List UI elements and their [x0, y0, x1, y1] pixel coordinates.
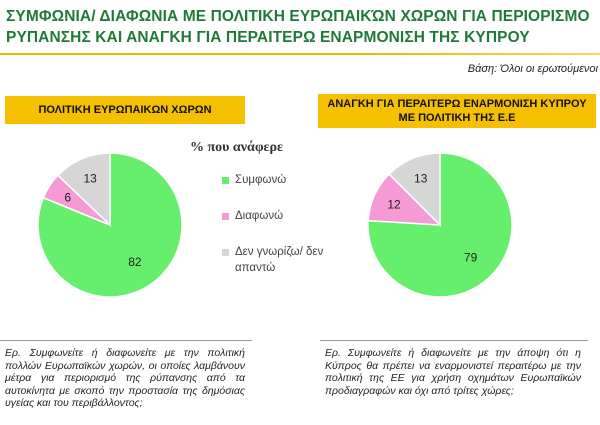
- pie-left-slice-dont-know: [56, 152, 111, 227]
- legend-label-agree: Συμφωνώ: [235, 174, 287, 186]
- question-divider-left: [0, 340, 252, 341]
- pie-right-label-dont-know: 13: [414, 171, 428, 185]
- legend-label-dont-know: Δεν γνωρίζω/ δεν απαντώ: [235, 246, 324, 274]
- legend: % που ανάφερε Συμφωνώ Διαφωνώ Δεν γνωρίζ…: [188, 140, 328, 296]
- pie-left-label-agree: 82: [128, 255, 142, 269]
- question-text-left: Ερ. Συμφωνείτε ή διαφωνείτε με την πολιτ…: [5, 347, 245, 409]
- chart-title-right: ΑΝΑΓΚΗ ΓΙΑ ΠΕΡΑΙΤΕΡΩ ΕΝΑΡΜΟΝΙΣΗ ΚΥΠΡΟΥ Μ…: [318, 94, 596, 128]
- legend-item-disagree: Διαφωνώ: [188, 208, 328, 224]
- pie-chart-right: 79 12 13: [367, 152, 513, 298]
- legend-swatch-agree: [222, 177, 229, 184]
- pie-right-slice-dont-know: [388, 152, 441, 227]
- chart-title-left: ΠΟΛΙΤΙΚΗ ΕΥΡΩΠΑΙΚΩΝ ΧΩΡΩΝ: [5, 96, 245, 124]
- legend-swatch-dont-know: [222, 249, 229, 256]
- legend-label-disagree: Διαφωνώ: [235, 210, 284, 222]
- pie-right-label-disagree: 12: [387, 197, 401, 211]
- pie-right-label-agree: 79: [464, 251, 478, 265]
- base-note: Βάση: Όλοι οι ερωτούμενοι: [467, 63, 598, 75]
- legend-title: % που ανάφερε: [190, 140, 284, 155]
- legend-item-dont-know: Δεν γνωρίζω/ δεν απαντώ: [188, 244, 328, 276]
- legend-item-agree: Συμφωνώ: [188, 172, 328, 188]
- pie-chart-left: 82 6 13: [37, 152, 183, 298]
- title-divider: [0, 53, 600, 55]
- legend-swatch-disagree: [222, 213, 229, 220]
- question-text-right: Ερ. Συμφωνείτε ή διαφωνείτε με την άποψη…: [325, 347, 581, 397]
- pie-left-label-dont-know: 13: [83, 172, 97, 186]
- pie-left-label-disagree: 6: [64, 191, 71, 205]
- question-divider-right: [320, 340, 588, 341]
- page-title: Συμφωνια/ Διαφωνια Με Πολιτικη Ευρωπαικώ…: [6, 8, 590, 46]
